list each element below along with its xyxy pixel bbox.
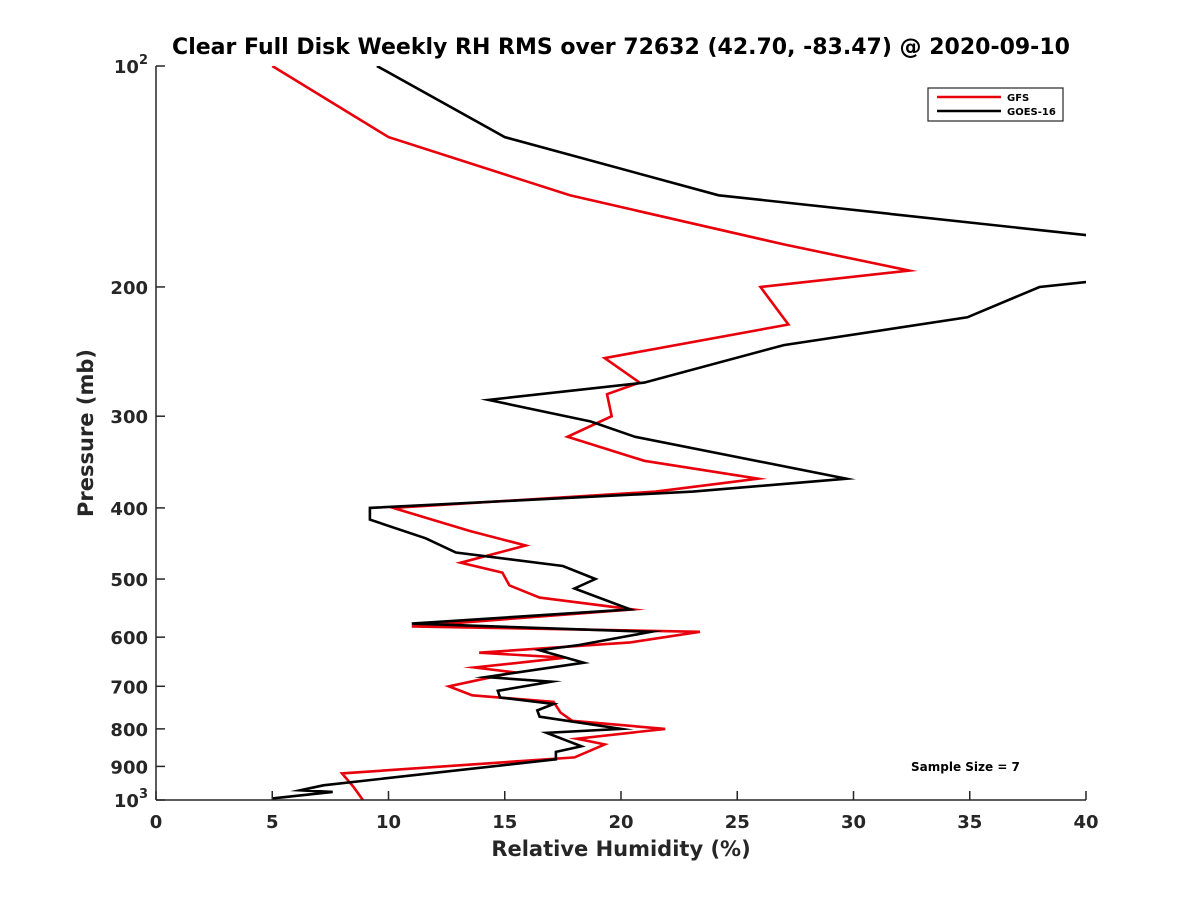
x-tick-label: 20	[608, 812, 633, 833]
x-axis-ticks: 0 5 10 15 20 25 30 35 40	[150, 791, 1099, 833]
y-axis-ticks: 102 200 300 400 500 600 700 800 900 103	[110, 53, 165, 812]
sample-size-annotation: Sample Size = 7	[911, 760, 1020, 774]
x-axis-label: Relative Humidity (%)	[491, 837, 750, 861]
y-tick-label: 800	[110, 720, 148, 741]
y-axis-label: Pressure (mb)	[74, 349, 98, 517]
y-tick-label: 103	[114, 787, 148, 812]
y-tick-label: 700	[110, 677, 148, 698]
x-tick-label: 25	[725, 812, 750, 833]
x-tick-label: 15	[492, 812, 517, 833]
series-layer	[271, 66, 1086, 800]
y-tick-label: 900	[110, 757, 148, 778]
x-tick-label: 10	[376, 812, 401, 833]
legend: GFS GOES-16	[927, 87, 1064, 122]
x-tick-label: 35	[957, 812, 982, 833]
y-tick-label: 600	[110, 628, 148, 649]
x-tick-label: 40	[1073, 812, 1098, 833]
x-tick-label: 0	[150, 812, 163, 833]
legend-box	[927, 87, 1064, 122]
y-tick-label: 200	[110, 278, 148, 299]
plot-area: 0 5 10 15 20 25 30 35 40 102 200 300 400 500 600 700 80…	[110, 53, 1099, 833]
series-line-gfs	[271, 66, 918, 800]
legend-label-goes-16: GOES-16	[1007, 107, 1056, 118]
y-tick-label: 102	[114, 53, 148, 78]
y-tick-label: 400	[110, 499, 148, 520]
y-tick-label: 500	[110, 570, 148, 591]
y-tick-label: 300	[110, 407, 148, 428]
chart-title: Clear Full Disk Weekly RH RMS over 72632…	[172, 35, 1070, 60]
legend-label-gfs: GFS	[1007, 93, 1029, 104]
x-tick-label: 5	[266, 812, 279, 833]
series-line-goes-16	[272, 66, 1086, 800]
x-tick-label: 30	[841, 812, 866, 833]
